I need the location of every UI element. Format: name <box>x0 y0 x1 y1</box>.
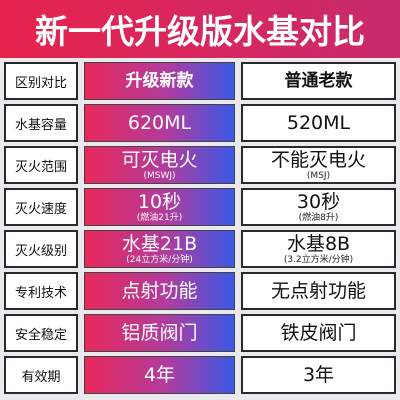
row-label-cell: 灭火速度 <box>4 188 78 226</box>
row-label-text: 灭火级别 <box>14 243 67 259</box>
new-model-cell: 4年 <box>84 356 235 394</box>
old-model-note: (MSJ) <box>306 170 331 181</box>
new-model-value: 铝质阀门 <box>121 321 198 344</box>
old-model-value: 不能灭电火 <box>270 148 366 171</box>
old-model-cell: 不能灭电火 (MSJ) <box>241 146 396 184</box>
header-label-text: 区别对比 <box>14 75 67 91</box>
old-model-cell: 520ML <box>241 104 396 142</box>
table-row: 灭火速度 10秒 (燃油21升) 30秒 (燃油8升) <box>4 188 396 226</box>
old-model-value: 30秒 <box>296 190 341 213</box>
table-header-row: 区别对比 升级新款 普通老款 <box>4 62 396 100</box>
header-label-cell: 区别对比 <box>4 62 78 100</box>
row-label-cell: 安全稳定 <box>4 314 78 352</box>
new-model-cell: 铝质阀门 <box>84 314 235 352</box>
row-label-cell: 专利技术 <box>4 272 78 310</box>
new-model-note: (MSWJ) <box>143 170 176 181</box>
table-row: 灭火级别 水基21B (24立方米/分钟) 水基8B (3.2立方米/分钟) <box>4 230 396 268</box>
new-model-cell: 可灭电火 (MSWJ) <box>84 146 235 184</box>
row-label-cell: 灭火级别 <box>4 230 78 268</box>
new-model-value: 10秒 <box>137 190 182 213</box>
new-model-value: 620ML <box>127 111 192 134</box>
new-model-cell: 620ML <box>84 104 235 142</box>
table-row: 灭火范围 可灭电火 (MSWJ) 不能灭电火 (MSJ) <box>4 146 396 184</box>
old-model-note: (燃油8升) <box>298 212 339 223</box>
new-model-value: 4年 <box>143 363 176 386</box>
old-model-value: 无点射功能 <box>270 279 366 302</box>
old-model-cell: 30秒 (燃油8升) <box>241 188 396 226</box>
row-label-cell: 水基容量 <box>4 104 78 142</box>
row-label-text: 安全稳定 <box>14 327 67 343</box>
old-model-cell: 无点射功能 <box>241 272 396 310</box>
new-model-value: 水基21B <box>121 232 198 255</box>
table-row: 水基容量 620ML 520ML <box>4 104 396 142</box>
new-model-cell: 水基21B (24立方米/分钟) <box>84 230 235 268</box>
old-model-cell: 水基8B (3.2立方米/分钟) <box>241 230 396 268</box>
old-model-value: 3年 <box>302 363 335 386</box>
row-label-text: 灭火范围 <box>14 159 67 175</box>
row-label-text: 水基容量 <box>14 117 67 133</box>
row-label-cell: 有效期 <box>4 356 78 394</box>
row-label-text: 灭火速度 <box>14 201 67 217</box>
new-model-value: 可灭电火 <box>121 148 198 171</box>
old-model-value: 铁皮阀门 <box>280 321 357 344</box>
new-model-cell: 10秒 (燃油21升) <box>84 188 235 226</box>
header-old-text: 普通老款 <box>284 71 353 91</box>
row-label-cell: 灭火范围 <box>4 146 78 184</box>
old-model-cell: 铁皮阀门 <box>241 314 396 352</box>
header-new-text: 升级新款 <box>125 71 194 91</box>
new-model-note: (24立方米/分钟) <box>126 254 193 265</box>
old-model-value: 520ML <box>286 111 351 134</box>
header-old-cell: 普通老款 <box>241 62 396 100</box>
old-model-value: 水基8B <box>286 232 351 255</box>
row-label-text: 专利技术 <box>14 285 67 301</box>
table-row: 有效期 4年 3年 <box>4 356 396 394</box>
row-label-text: 有效期 <box>21 369 61 385</box>
old-model-note: (3.2立方米/分钟) <box>283 254 354 265</box>
table-row: 安全稳定 铝质阀门 铁皮阀门 <box>4 314 396 352</box>
table-row: 专利技术 点射功能 无点射功能 <box>4 272 396 310</box>
new-model-cell: 点射功能 <box>84 272 235 310</box>
title-banner: 新一代升级版水基对比 <box>0 0 400 58</box>
page-title: 新一代升级版水基对比 <box>35 12 365 51</box>
old-model-cell: 3年 <box>241 356 396 394</box>
new-model-note: (燃油21升) <box>136 212 183 223</box>
new-model-value: 点射功能 <box>121 279 198 302</box>
header-new-cell: 升级新款 <box>84 62 235 100</box>
